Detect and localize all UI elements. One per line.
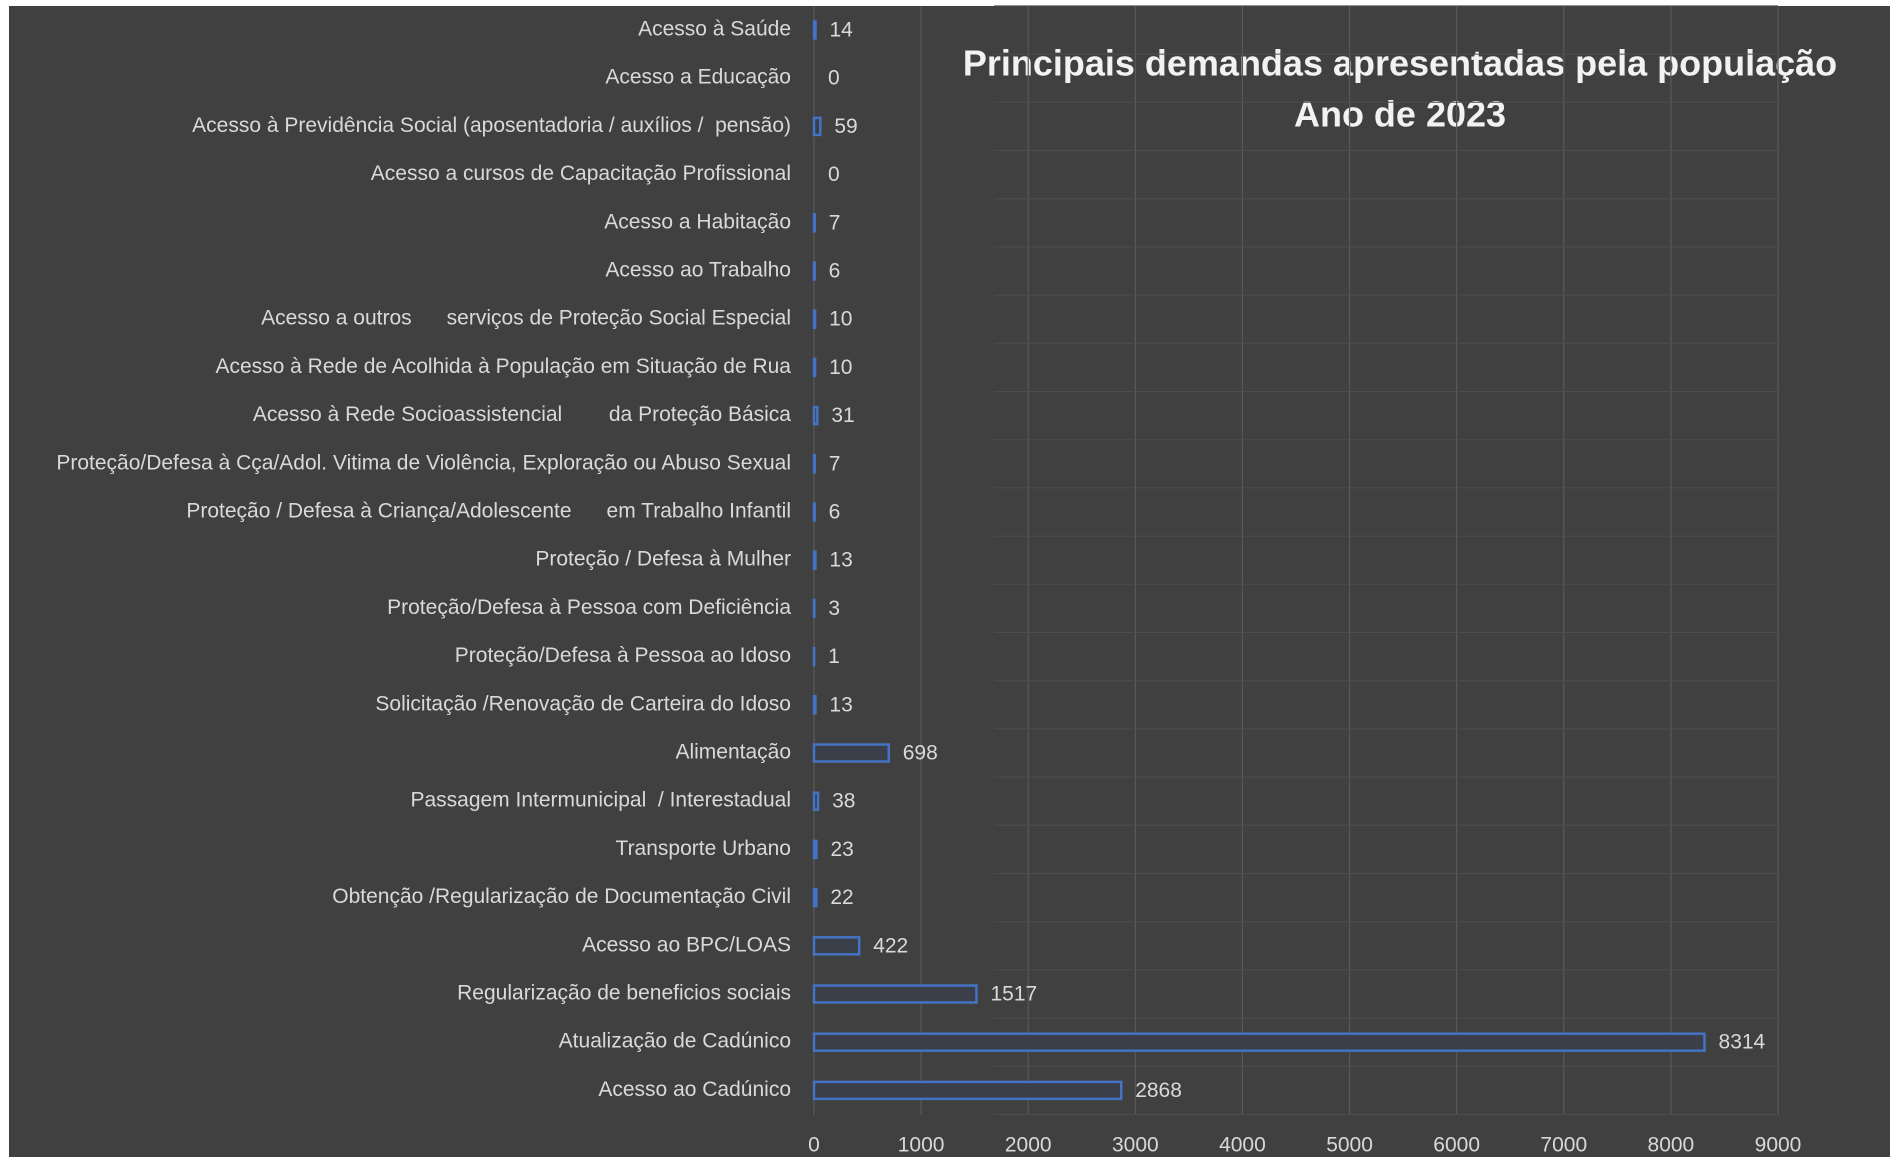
x-tick-label: 6000: [1433, 1134, 1480, 1157]
y-tick-label: Acesso ao Trabalho: [605, 259, 791, 282]
data-label: 22: [830, 886, 853, 909]
x-tick-label: 1000: [898, 1134, 945, 1157]
bar: [812, 1032, 1706, 1052]
y-tick-label: Proteção / Defesa à Mulher: [535, 548, 791, 571]
data-label: 10: [829, 308, 852, 331]
data-label: 31: [831, 404, 854, 427]
y-tick-label: Acesso a Educação: [605, 66, 791, 89]
y-tick-label: Transporte Urbano: [616, 837, 791, 860]
data-label: 59: [834, 115, 857, 138]
data-label: 7: [829, 211, 841, 234]
bar: [812, 839, 818, 860]
bar: [812, 887, 818, 908]
x-tick-label: 8000: [1648, 1134, 1695, 1157]
data-label: 10: [829, 356, 852, 379]
y-tick-label: Solicitação /Renovação de Carteira do Id…: [375, 692, 791, 715]
bar: [812, 984, 978, 1004]
y-tick-label: Acesso à Rede de Acolhida à População em…: [215, 355, 791, 378]
bar: [812, 454, 816, 474]
y-tick-label: Acesso a cursos de Capacitação Profissio…: [371, 162, 791, 185]
bar: [812, 550, 817, 570]
chart-background: [9, 6, 1890, 1157]
y-tick-label: Regularização de beneficios sociais: [457, 982, 791, 1005]
chart-title: Principais demandas apresentadas pela po…: [963, 43, 1837, 84]
data-label: 38: [832, 790, 855, 813]
chart-subtitle: Ano de 2023: [1294, 94, 1506, 135]
data-label: 698: [903, 742, 938, 765]
bar: [812, 261, 816, 281]
y-tick-label: Acesso a Habitação: [604, 210, 791, 233]
x-tick-label: 7000: [1540, 1134, 1587, 1157]
bar: [812, 743, 891, 763]
data-label: 6: [829, 501, 841, 524]
data-label: 0: [828, 163, 840, 186]
x-tick-label: 4000: [1219, 1134, 1266, 1157]
y-tick-label: Acesso ao BPC/LOAS: [582, 933, 791, 956]
y-tick-label: Passagem Intermunicipal / Interestadual: [410, 789, 791, 812]
bar: [812, 791, 820, 811]
y-tick-label: Obtenção /Regularização de Documentação …: [332, 885, 791, 908]
bar: [812, 502, 816, 522]
x-tick-label: 3000: [1112, 1134, 1159, 1157]
y-tick-label: Proteção / Defesa à Criança/Adolescente …: [186, 500, 791, 523]
x-tick-label: 5000: [1326, 1134, 1373, 1157]
y-tick-label: Atualização de Cadúnico: [559, 1030, 791, 1053]
y-tick-label: Proteção/Defesa à Pessoa ao Idoso: [455, 644, 791, 667]
bar: [812, 213, 816, 233]
y-tick-label: Acesso ao Cadúnico: [598, 1078, 791, 1101]
y-tick-label: Acesso à Previdência Social (aposentador…: [192, 114, 791, 137]
data-label: 1: [828, 645, 840, 668]
bar: [812, 936, 861, 956]
data-label: 0: [828, 67, 840, 90]
bar: [812, 405, 819, 426]
data-label: 23: [830, 838, 853, 861]
x-tick-label: 2000: [1005, 1134, 1052, 1157]
bar: [812, 1080, 1123, 1101]
data-label: 13: [829, 693, 852, 716]
y-tick-label: Acesso a outros serviços de Proteção Soc…: [261, 307, 791, 330]
y-tick-label: Acesso à Rede Socioassistencial da Prote…: [253, 403, 791, 426]
x-tick-label: 0: [808, 1134, 820, 1157]
y-tick-label: Proteção/Defesa à Cça/Adol. Vitima de Vi…: [56, 451, 791, 474]
y-tick-label: Acesso à Saúde: [638, 18, 791, 41]
data-label: 8314: [1719, 1031, 1766, 1054]
data-label: 1517: [990, 983, 1037, 1006]
data-label: 7: [829, 452, 841, 475]
bar: [812, 309, 817, 329]
data-label: 2868: [1135, 1079, 1182, 1102]
bar: [812, 695, 817, 715]
y-tick-label: Alimentação: [675, 741, 791, 764]
data-label: 3: [828, 597, 840, 620]
bar: [812, 20, 817, 40]
data-label: 14: [829, 19, 853, 42]
bar: [812, 357, 817, 378]
bar: [812, 116, 822, 137]
data-label: 6: [829, 260, 841, 283]
data-label: 13: [829, 549, 852, 572]
x-tick-label: 9000: [1755, 1134, 1802, 1157]
y-tick-label: Proteção/Defesa à Pessoa com Deficiência: [387, 596, 791, 619]
data-label: 422: [873, 934, 908, 957]
